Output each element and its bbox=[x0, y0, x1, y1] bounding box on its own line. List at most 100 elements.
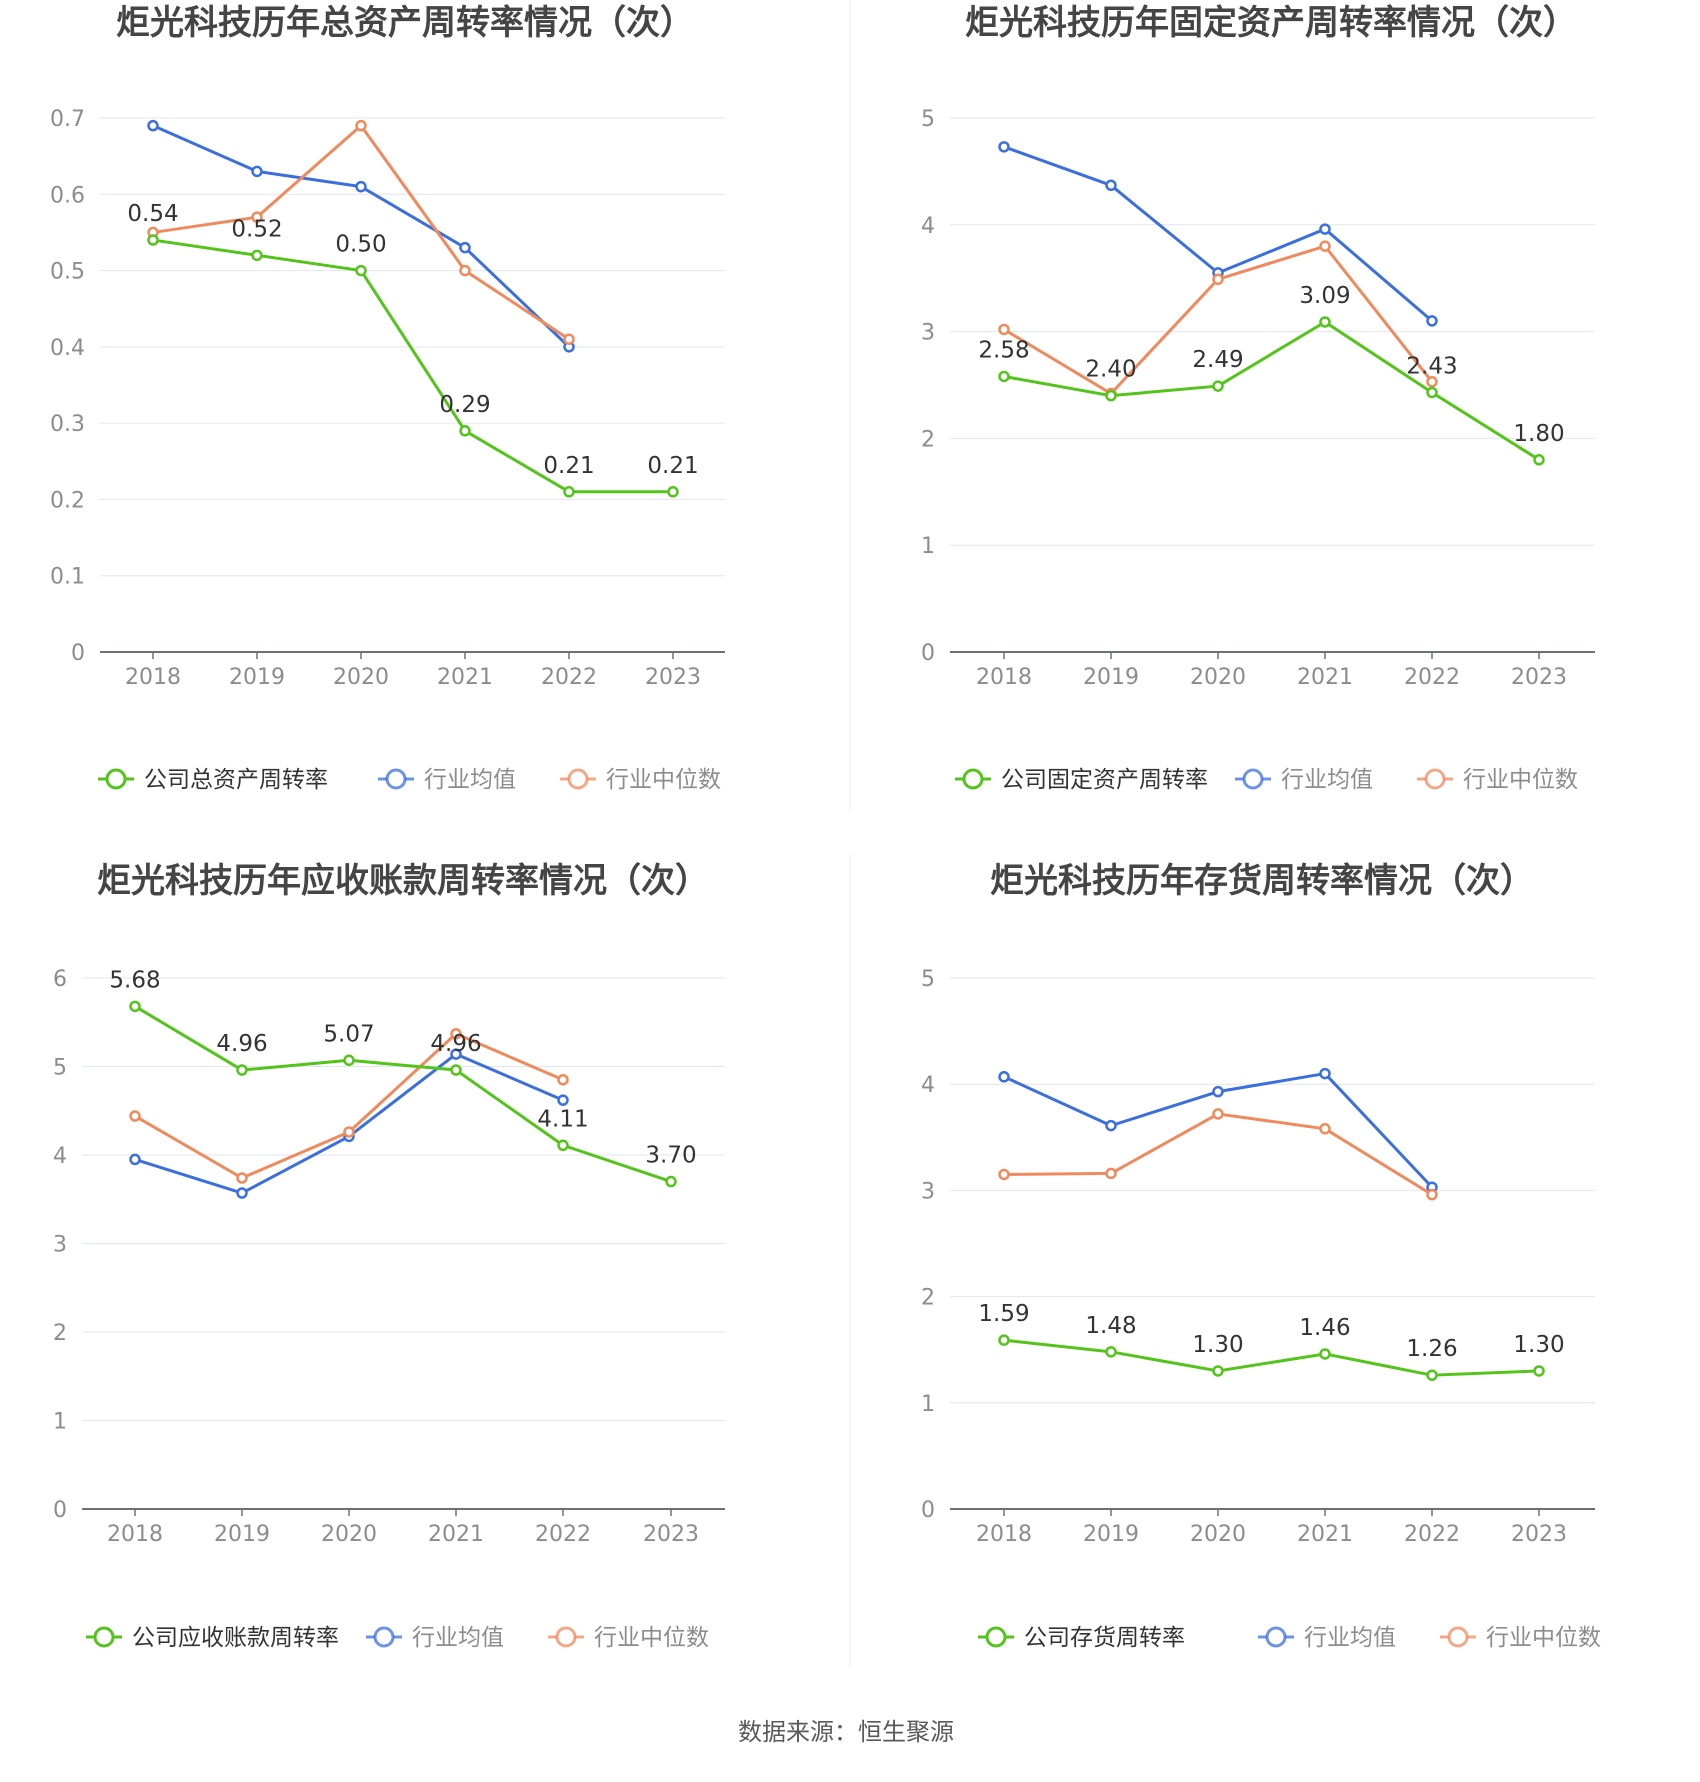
x-tick-label: 2018 bbox=[976, 1522, 1032, 1547]
data-label: 0.21 bbox=[647, 453, 698, 479]
legend-marker-avg bbox=[385, 768, 407, 790]
data-point-median bbox=[1426, 1188, 1438, 1201]
legend-label-avg: 行业均值 bbox=[424, 767, 516, 793]
data-point-company bbox=[343, 1054, 355, 1067]
data-point-company bbox=[1105, 1346, 1117, 1358]
legend-marker-median bbox=[1424, 768, 1446, 790]
data-point-median bbox=[1426, 376, 1438, 388]
data-label: 5.07 bbox=[323, 1021, 374, 1047]
legend-marker-median bbox=[555, 1626, 577, 1648]
x-tick-label: 2018 bbox=[125, 665, 181, 690]
x-tick-label: 2021 bbox=[1297, 665, 1353, 690]
data-label: 1.48 bbox=[1085, 1313, 1136, 1339]
data-point-company bbox=[1426, 1369, 1438, 1381]
data-point-company bbox=[1212, 380, 1224, 392]
y-tick-label: 0.1 bbox=[50, 565, 85, 590]
data-point-company bbox=[1319, 316, 1331, 328]
data-point-avg bbox=[355, 180, 367, 193]
series-line-avg bbox=[134, 1052, 564, 1195]
data-point-median bbox=[563, 333, 575, 345]
legend-label-avg: 行业均值 bbox=[1304, 1625, 1396, 1651]
data-point-median bbox=[236, 1172, 248, 1184]
y-tick-label: 0 bbox=[53, 1498, 67, 1523]
legend-marker-avg bbox=[1265, 1626, 1287, 1648]
y-tick-label: 2 bbox=[921, 427, 935, 452]
x-tick-label: 2021 bbox=[1297, 1522, 1353, 1547]
data-point-company bbox=[251, 249, 263, 262]
data-point-company bbox=[459, 425, 471, 437]
data-label: 1.59 bbox=[978, 1301, 1029, 1327]
x-tick-label: 2022 bbox=[541, 665, 597, 690]
legend-marker-company bbox=[105, 768, 127, 790]
y-tick-label: 0 bbox=[921, 1498, 935, 1523]
y-tick-label: 4 bbox=[921, 1073, 935, 1098]
x-tick-label: 2020 bbox=[1190, 1522, 1246, 1547]
chart-fixed-asset-turnover: 炬光科技历年固定资产周转率情况（次） 0 1 2 3 4 5 2018 2019 2020 2021… bbox=[921, 3, 1595, 793]
legend-label-median: 行业中位数 bbox=[1463, 767, 1578, 793]
x-tick-label: 2019 bbox=[1083, 665, 1139, 690]
legend-label-company: 公司存货周转率 bbox=[1024, 1625, 1185, 1651]
y-tick-label: 3 bbox=[921, 321, 935, 346]
data-point-company bbox=[1105, 389, 1117, 402]
y-tick-label: 0.7 bbox=[50, 107, 85, 132]
data-point-company bbox=[129, 1000, 141, 1013]
data-label: 1.30 bbox=[1192, 1332, 1243, 1358]
y-tick-label: 0.4 bbox=[50, 336, 85, 361]
legend-marker-avg bbox=[1242, 768, 1264, 790]
data-point-avg bbox=[236, 1187, 248, 1199]
y-tick-label: 5 bbox=[53, 1056, 67, 1081]
data-point-median bbox=[1212, 273, 1224, 286]
legend-label-company: 公司固定资产周转率 bbox=[1001, 767, 1208, 793]
data-point-company bbox=[667, 486, 679, 498]
data-point-company bbox=[147, 234, 159, 246]
data-point-avg bbox=[251, 165, 263, 178]
data-point-avg bbox=[450, 1048, 462, 1060]
y-tick-label: 3 bbox=[921, 1179, 935, 1204]
data-label: 5.68 bbox=[109, 967, 160, 993]
series-line-median bbox=[1003, 1112, 1433, 1196]
chart-title: 炬光科技历年存货周转率情况（次） bbox=[990, 861, 1534, 901]
series-line-company bbox=[1003, 320, 1540, 462]
legend-label-company: 公司总资产周转率 bbox=[144, 767, 328, 793]
x-tick-label: 2020 bbox=[1190, 665, 1246, 690]
data-label: 1.46 bbox=[1299, 1315, 1350, 1341]
data-point-avg bbox=[147, 119, 159, 132]
data-label: 1.80 bbox=[1513, 421, 1564, 447]
data-point-company bbox=[1319, 1348, 1331, 1360]
x-tick-label: 2023 bbox=[1511, 665, 1567, 690]
data-point-company bbox=[1533, 454, 1545, 466]
y-tick-label: 5 bbox=[921, 107, 935, 132]
data-point-median bbox=[1319, 1123, 1331, 1135]
data-point-avg bbox=[1105, 179, 1117, 192]
data-label: 0.50 bbox=[335, 232, 386, 258]
y-tick-label: 2 bbox=[53, 1321, 67, 1346]
y-tick-label: 3 bbox=[53, 1233, 67, 1258]
legend-label-avg: 行业均值 bbox=[412, 1625, 504, 1651]
y-tick-label: 0 bbox=[921, 641, 935, 666]
x-tick-label: 2018 bbox=[107, 1522, 163, 1547]
data-label: 4.11 bbox=[537, 1106, 588, 1132]
y-tick-label: 1 bbox=[921, 1392, 935, 1417]
data-point-avg bbox=[1426, 315, 1438, 327]
x-tick-label: 2019 bbox=[1083, 1522, 1139, 1547]
legend-label-median: 行业中位数 bbox=[606, 767, 721, 793]
legend-label-median: 行业中位数 bbox=[594, 1625, 709, 1651]
x-tick-label: 2019 bbox=[214, 1522, 270, 1547]
y-tick-label: 1 bbox=[921, 534, 935, 559]
data-label: 3.09 bbox=[1299, 283, 1350, 309]
series-line-company bbox=[152, 238, 673, 494]
data-label: 0.52 bbox=[231, 216, 282, 242]
chart-title: 炬光科技历年应收账款周转率情况（次） bbox=[97, 861, 709, 901]
data-point-company bbox=[998, 370, 1010, 383]
data-point-company bbox=[557, 1139, 569, 1152]
legend-label-company: 公司应收账款周转率 bbox=[132, 1625, 339, 1651]
x-tick-label: 2018 bbox=[976, 665, 1032, 690]
data-label: 2.49 bbox=[1192, 347, 1243, 373]
x-tick-label: 2020 bbox=[333, 665, 389, 690]
data-point-avg bbox=[998, 1071, 1010, 1083]
data-point-company bbox=[355, 264, 367, 277]
x-tick-label: 2021 bbox=[428, 1522, 484, 1547]
y-tick-label: 2 bbox=[921, 1286, 935, 1311]
x-tick-label: 2020 bbox=[321, 1522, 377, 1547]
